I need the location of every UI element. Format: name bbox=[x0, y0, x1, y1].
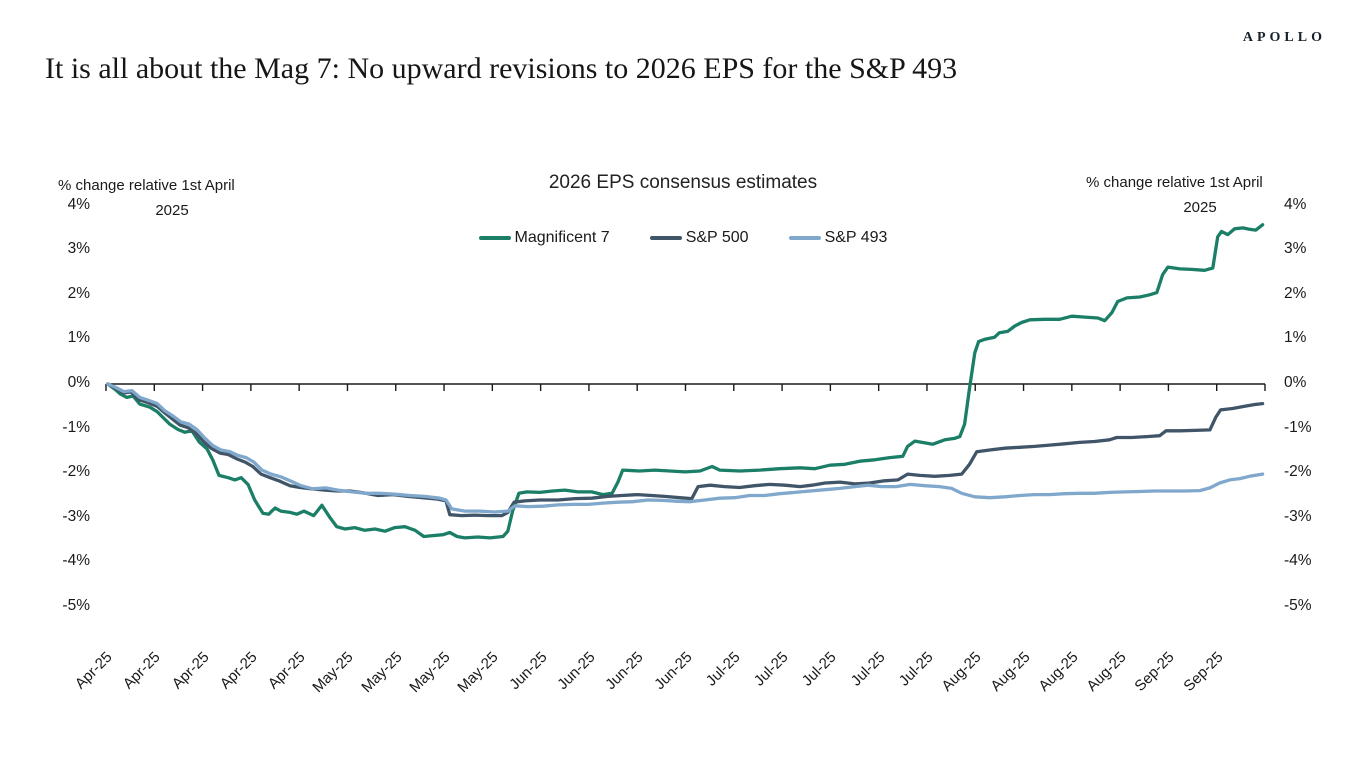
y-tick-label-right: -2% bbox=[1284, 463, 1312, 481]
y-tick-label-left: 0% bbox=[67, 374, 90, 391]
y-tick-label-left: 2% bbox=[67, 284, 90, 302]
series-line-s-p-493 bbox=[106, 382, 1265, 514]
y-tick-label-right: -5% bbox=[1284, 597, 1312, 614]
y-tick-label-left: 4% bbox=[67, 195, 90, 213]
right-axis-note-line2: 2025 bbox=[1183, 199, 1217, 216]
y-tick-label-left: -2% bbox=[62, 463, 90, 481]
chart-legend: Magnificent 7 S&P 500 S&P 493 bbox=[0, 229, 1366, 247]
legend-label-s-p-493: S&P 493 bbox=[824, 229, 888, 246]
y-tick-label-right: -4% bbox=[1284, 552, 1312, 570]
y-tick-label-left: -3% bbox=[62, 507, 90, 525]
y-tick-label-left: -5% bbox=[62, 597, 90, 614]
y-tick-label-right: -1% bbox=[1284, 418, 1312, 436]
legend-swatch-s-p-493 bbox=[788, 236, 821, 240]
page-title: It is all about the Mag 7: No upward rev… bbox=[45, 52, 958, 85]
y-tick-label-right: 3% bbox=[1284, 240, 1307, 258]
apollo-logo: APOLLO bbox=[1242, 30, 1326, 45]
y-tick-label-right: 1% bbox=[1284, 329, 1307, 347]
legend-label-magnificent-7: Magnificent 7 bbox=[514, 229, 610, 246]
y-tick-label-left: -4% bbox=[62, 552, 90, 570]
series-line-s-p-500 bbox=[106, 382, 1265, 518]
left-axis-note-line2: 2025 bbox=[155, 202, 189, 219]
chart-title: 2026 EPS consensus estimates bbox=[548, 172, 818, 193]
left-axis-note: % change relative 1st April 2025 bbox=[58, 173, 286, 223]
right-axis-note: % change relative 1st April 2025 bbox=[1086, 170, 1314, 220]
y-tick-label-left: -1% bbox=[62, 418, 90, 436]
left-axis-note-line1: % change relative 1st April bbox=[58, 177, 235, 194]
y-tick-label-right: 0% bbox=[1284, 374, 1307, 391]
legend-item-magnificent-7: Magnificent 7 bbox=[478, 229, 610, 247]
y-tick-label-right: -3% bbox=[1284, 507, 1312, 525]
legend-label-s-p-500: S&P 500 bbox=[685, 229, 749, 246]
y-tick-label-left: 1% bbox=[67, 329, 90, 347]
right-axis-note-line1: % change relative 1st April bbox=[1086, 174, 1263, 191]
y-tick-label-left: 3% bbox=[67, 240, 90, 258]
legend-swatch-s-p-500 bbox=[649, 236, 682, 240]
y-tick-label-right: 4% bbox=[1284, 195, 1307, 213]
legend-swatch-magnificent-7 bbox=[478, 236, 511, 240]
y-tick-label-right: 2% bbox=[1284, 284, 1307, 302]
legend-item-s-p-493: S&P 493 bbox=[788, 229, 888, 247]
legend-item-s-p-500: S&P 500 bbox=[649, 229, 749, 247]
series-line-magnificent-7 bbox=[106, 223, 1265, 540]
